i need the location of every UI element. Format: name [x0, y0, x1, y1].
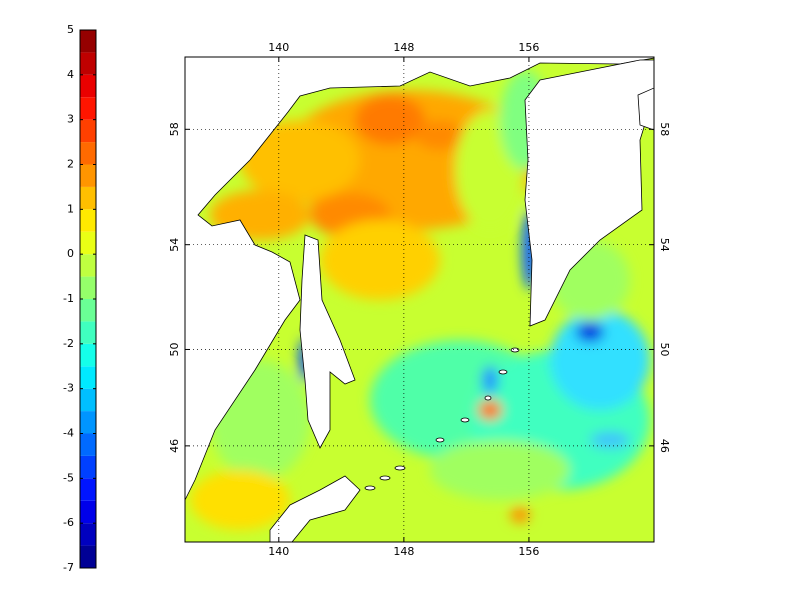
lat-tick-label: 46: [168, 439, 181, 453]
colorbar-bin: [80, 276, 96, 299]
colorbar-bin: [80, 97, 96, 120]
colorbar-tick-label: -6: [63, 516, 74, 529]
lon-tick-label: 156: [518, 545, 539, 558]
colorbar-tick-label: 3: [67, 113, 74, 126]
lat-tick-label: 46: [658, 439, 671, 453]
lon-tick-label: 140: [268, 41, 289, 54]
colorbar-bin: [80, 52, 96, 75]
colorbar-bin: [80, 545, 96, 568]
anomaly-field: [185, 57, 654, 542]
lon-tick-label: 140: [268, 545, 289, 558]
colorbar-bin: [80, 321, 96, 344]
colorbar-bin: [80, 299, 96, 322]
colorbar-bin: [80, 388, 96, 412]
colorbar-tick-label: 1: [67, 202, 74, 215]
lat-tick-label: 50: [658, 342, 671, 356]
lat-tick-label: 58: [168, 122, 181, 136]
colorbar-bin: [80, 343, 96, 367]
colorbar-bin: [80, 254, 96, 277]
colorbar-bin: [80, 366, 96, 389]
lat-tick-label: 58: [658, 122, 671, 136]
colorbar-tick-label: 5: [67, 23, 74, 36]
colorbar-tick-label: -7: [63, 561, 74, 574]
colorbar-bin: [80, 500, 96, 524]
lat-tick-label: 54: [168, 238, 181, 252]
colorbar-tick-label: -2: [63, 337, 74, 350]
colorbar-bin: [80, 455, 96, 479]
colorbar-bin: [80, 433, 96, 456]
colorbar-tick-label: 0: [67, 247, 74, 260]
lon-tick-label: 148: [393, 545, 414, 558]
colorbar-tick-label: -4: [63, 427, 74, 440]
lon-tick-label: 148: [393, 41, 414, 54]
lon-tick-label: 156: [518, 41, 539, 54]
colorbar-bin: [80, 411, 96, 434]
colorbar-bin: [80, 231, 96, 255]
colorbar-tick-label: -5: [63, 471, 74, 484]
colorbar-bin: [80, 119, 96, 143]
colorbar-bin: [80, 478, 96, 501]
colorbar-bin: [80, 30, 96, 53]
colorbar-bin: [80, 186, 96, 210]
colorbar-bin: [80, 209, 96, 232]
colorbar-bin: [80, 142, 96, 165]
colorbar-bin: [80, 74, 96, 98]
colorbar-bin: [80, 523, 96, 546]
colorbar-tick-label: 2: [67, 158, 74, 171]
colorbar-bin: [80, 164, 96, 187]
map-frame: [184, 56, 655, 543]
lat-tick-label: 54: [658, 238, 671, 252]
lat-tick-label: 50: [168, 342, 181, 356]
colorbar-tick-label: -3: [63, 382, 74, 395]
colorbar-tick-label: 4: [67, 68, 74, 81]
colorbar-tick-label: -1: [63, 292, 74, 305]
